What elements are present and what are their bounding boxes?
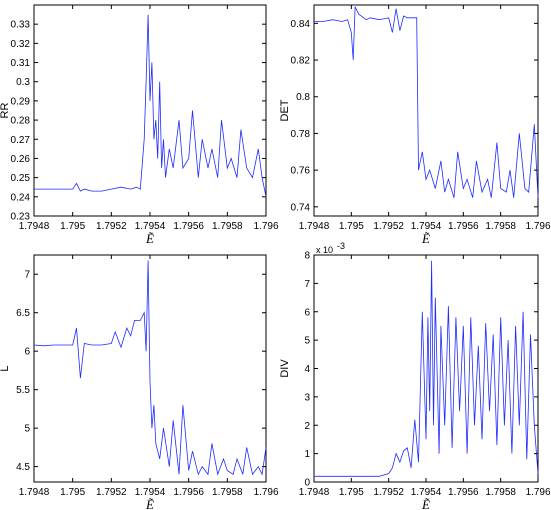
- panel3-ytick-label: 5.5: [16, 385, 30, 396]
- panel4-ytick-label: 6: [304, 307, 310, 318]
- panel4-xtick-label: 1.796: [525, 487, 550, 498]
- panel2-ytick-label: 0.8: [296, 92, 310, 103]
- panel1-ytick-label: 0.31: [11, 58, 31, 69]
- panel3-xtick-label: 1.7958: [212, 487, 243, 498]
- panel2-ytick-label: 0.76: [291, 166, 311, 177]
- panel2-ylabel: DET: [279, 99, 291, 121]
- panel4-series-line: [314, 260, 539, 477]
- panel4-xtick-label: 1.7956: [448, 487, 479, 498]
- panel4-ytick-label: 2: [304, 421, 310, 432]
- panel4-ytick-label: 0: [304, 478, 310, 489]
- panel3-ytick-label: 7: [24, 270, 30, 281]
- panel2-xtick-label: 1.795: [339, 221, 364, 232]
- panel1-xtick-label: 1.7948: [19, 221, 50, 232]
- panel4-ytick-label: 8: [304, 251, 310, 262]
- panel2-ytick-label: 0.74: [291, 202, 311, 213]
- panel4-xtick-label: 1.7948: [299, 487, 330, 498]
- panel2-xtick-label: 1.796: [525, 221, 550, 232]
- panel3-ytick-label: 5: [24, 424, 30, 435]
- panel1-xtick-label: 1.7952: [96, 221, 127, 232]
- panel2-ytick-label: 0.78: [291, 129, 311, 140]
- panel1-ytick-label: 0.26: [11, 154, 31, 165]
- panel4-ytick-label: 5: [304, 336, 310, 347]
- panel4-exponent: -3: [337, 241, 345, 251]
- panel2-ytick-label: 0.84: [291, 19, 311, 30]
- panel4-axes-box: [313, 254, 539, 483]
- panel1-ytick-label: 0.32: [11, 39, 31, 50]
- panel1-ytick-label: 0.33: [11, 20, 31, 31]
- panel1-xtick-label: 1.795: [60, 221, 85, 232]
- panel2-axes-box: [313, 4, 539, 217]
- panel4-ytick-label: 7: [304, 279, 310, 290]
- panel3-xtick-label: 1.795: [60, 487, 85, 498]
- panel3-xtick-label: 1.7948: [19, 487, 50, 498]
- panel4-ytick-label: 4: [304, 364, 310, 375]
- panel2-xtick-label: 1.7948: [299, 221, 330, 232]
- panel1-series-line: [34, 14, 267, 197]
- panel1-ytick-label: 0.24: [11, 192, 31, 203]
- panel3-ytick-label: 4.5: [16, 462, 30, 473]
- panel3-xtick-label: 1.7954: [135, 487, 166, 498]
- panel3-ytick-label: 6: [24, 347, 30, 358]
- panel1-xtick-label: 1.796: [253, 221, 278, 232]
- panel2-xtick-label: 1.7954: [411, 221, 442, 232]
- panel4-xtick-label: 1.7952: [373, 487, 404, 498]
- panel2-xtick-label: 1.7958: [485, 221, 516, 232]
- panel1-ytick-label: 0.29: [11, 96, 31, 107]
- panel4-xtick-label: 1.7954: [411, 487, 442, 498]
- panel3-series-line: [33, 260, 267, 476]
- panel2-xtick-label: 1.7956: [448, 221, 479, 232]
- panel3-ytick-label: 6.5: [16, 308, 30, 319]
- panel4-ylabel: DIV: [279, 359, 291, 378]
- panel1-ytick-label: 0.27: [11, 135, 31, 146]
- panel1-axes-box: [33, 4, 267, 217]
- panel4-xlabel: Ẽ: [421, 497, 430, 510]
- panel4-exponent-label: x 10: [316, 245, 333, 255]
- panel1-xtick-label: 1.7954: [135, 221, 166, 232]
- panel4-xtick-label: 1.795: [339, 487, 364, 498]
- panel1-ytick-label: 0.28: [11, 116, 31, 127]
- panel2-xtick-label: 1.7952: [373, 221, 404, 232]
- panel2-xlabel: Ẽ: [421, 231, 430, 246]
- panel2-ytick-label: 0.82: [291, 56, 311, 67]
- panel3-xlabel: Ẽ: [145, 497, 154, 510]
- panel3-xtick-label: 1.7952: [96, 487, 127, 498]
- panel1-xlabel: Ẽ: [145, 231, 154, 246]
- panel4-xtick-label: 1.7958: [485, 487, 516, 498]
- panel4-ytick-label: 1: [304, 449, 310, 460]
- panel3-xtick-label: 1.7956: [173, 487, 204, 498]
- panel3-ylabel: L: [0, 365, 11, 371]
- panel3-xtick-label: 1.796: [253, 487, 278, 498]
- panel1-ytick-label: 0.23: [11, 212, 31, 223]
- panel1-xtick-label: 1.7958: [212, 221, 243, 232]
- panel1-ytick-label: 0.25: [11, 173, 31, 184]
- panel1-xtick-label: 1.7956: [173, 221, 204, 232]
- panel1-ytick-label: 0.3: [16, 77, 30, 88]
- panel2-series-line: [314, 6, 539, 198]
- panel1-ylabel: RR: [0, 103, 11, 119]
- panel4-ytick-label: 3: [304, 392, 310, 403]
